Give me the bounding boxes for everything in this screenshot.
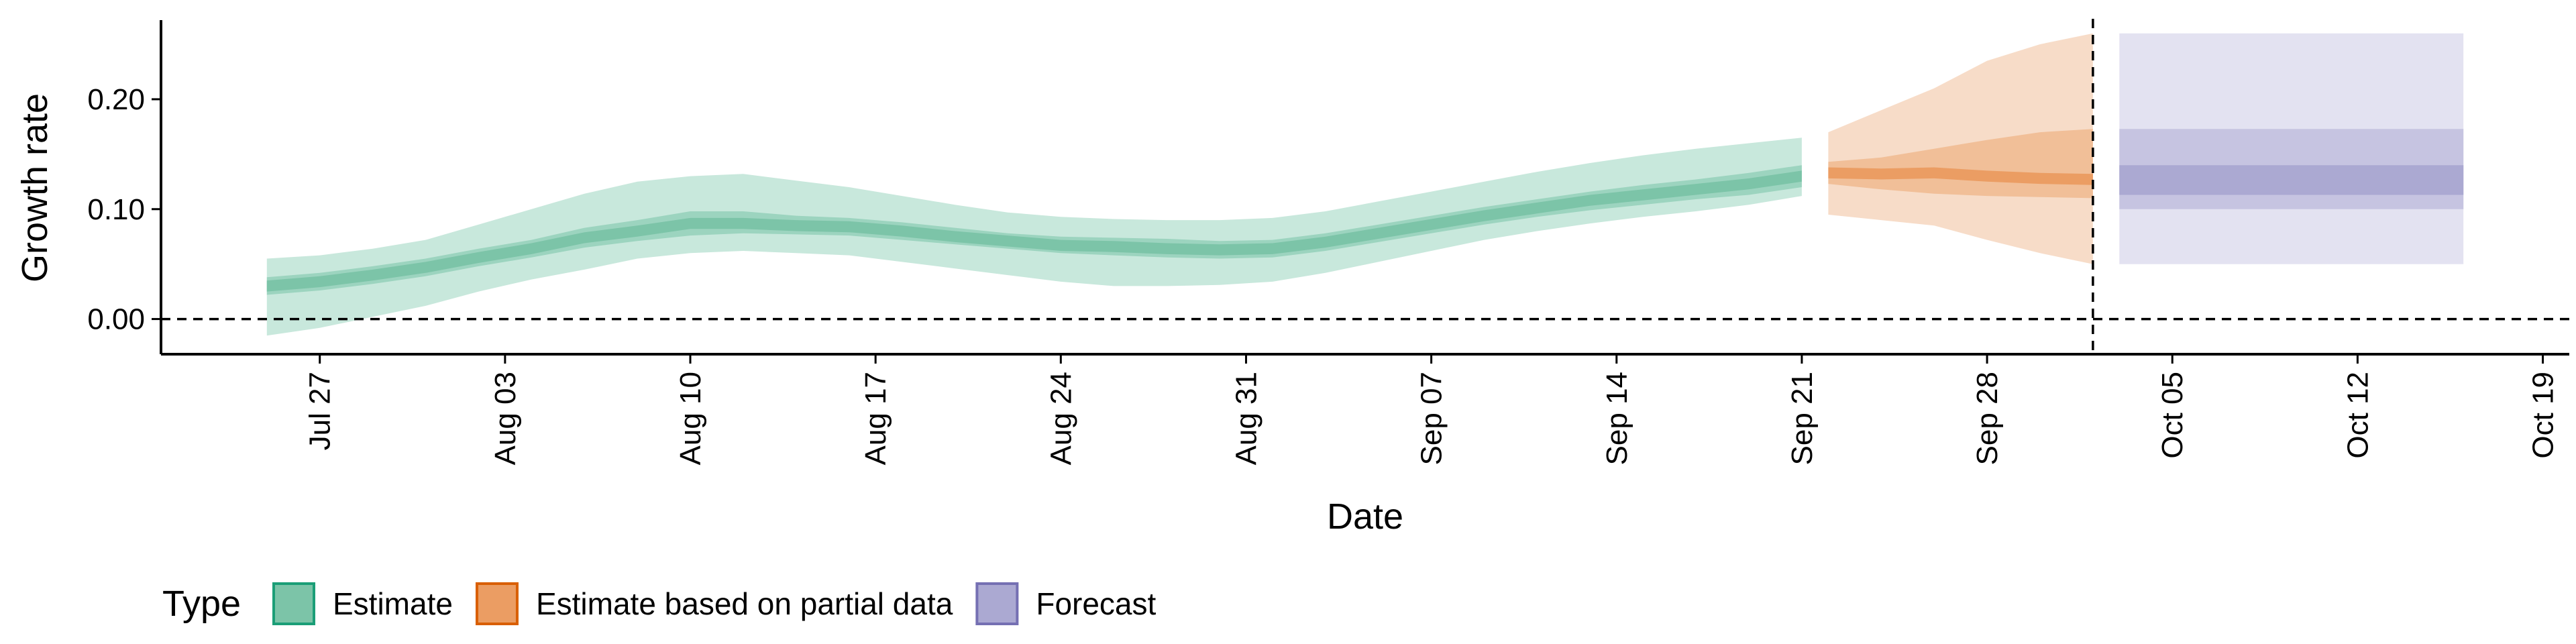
legend-key-1 [475,582,519,625]
x-tick-label-4: Aug 24 [1044,372,1077,465]
x-tick-label-6: Sep 07 [1415,372,1448,465]
x-tick-label-2: Aug 10 [674,372,707,465]
y-tick-label-0: 0.00 [87,303,145,336]
legend: Type Estimate Estimate based on partial d… [162,582,1157,625]
x-tick-label-1: Aug 03 [489,372,522,465]
band-inner-series-2 [2119,165,2464,195]
series-0 [266,138,1802,336]
legend-key-0 [272,582,315,625]
x-tick-label-5: Aug 31 [1230,372,1263,465]
y-ticks: 0.00 0.10 0.20 [87,83,161,336]
band-median-series-1 [1828,167,2093,185]
legend-label-0: Estimate [333,586,453,621]
legend-title: Type [162,584,241,624]
reference-lines [161,19,2569,354]
legend-label-1: Estimate based on partial data [536,586,953,621]
x-ticks: Jul 27 Aug 03 Aug 10 Aug 17 Aug 24 Aug 31 Sep … [304,354,2560,465]
axes [160,20,2569,356]
x-tick-label-9: Sep 28 [1971,372,2004,465]
legend-key-2 [975,582,1019,625]
legend-label-2: Forecast [1036,586,1156,621]
x-tick-label-7: Sep 14 [1601,372,1633,465]
x-tick-label-3: Aug 17 [859,372,892,465]
y-axis-title: Growth rate [15,93,55,282]
x-tick-label-12: Oct 19 [2527,372,2560,459]
x-tick-label-10: Oct 05 [2156,372,2189,459]
y-tick-label-2: 0.20 [87,83,145,116]
y-tick-label-1: 0.10 [87,193,145,226]
uncertainty-bands [266,33,2464,336]
x-tick-label-8: Sep 21 [1786,372,1819,465]
series-1 [1828,33,2093,264]
x-tick-label-0: Jul 27 [304,372,337,450]
x-tick-label-11: Oct 12 [2341,372,2374,459]
series-2 [2119,33,2464,264]
x-axis-title: Date [1327,496,1403,537]
